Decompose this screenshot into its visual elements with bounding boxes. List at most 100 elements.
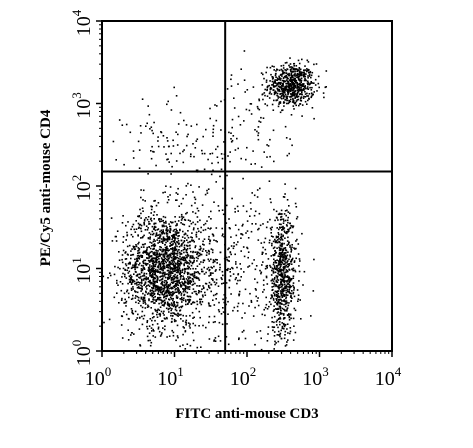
data-point	[174, 249, 177, 251]
data-point	[134, 262, 137, 265]
data-point	[269, 266, 272, 268]
data-point	[175, 313, 177, 316]
data-point	[114, 265, 116, 268]
data-point	[183, 289, 185, 292]
data-point	[170, 248, 173, 250]
data-point	[137, 281, 140, 283]
data-point	[288, 64, 290, 67]
data-point	[162, 327, 164, 329]
data-point	[159, 335, 162, 337]
data-point	[234, 224, 237, 226]
data-point	[184, 268, 187, 270]
data-point	[277, 232, 280, 234]
data-point	[192, 221, 194, 224]
data-point	[176, 280, 178, 282]
data-point	[280, 269, 283, 271]
data-point	[275, 268, 277, 270]
data-point	[197, 210, 200, 212]
data-point	[113, 273, 116, 276]
data-point	[299, 260, 301, 262]
data-point	[173, 247, 176, 250]
data-point	[162, 237, 165, 240]
data-point	[279, 111, 282, 114]
data-point	[167, 255, 170, 257]
data-point	[197, 255, 200, 257]
data-point	[285, 296, 288, 298]
data-point	[298, 89, 300, 91]
data-point	[176, 254, 179, 256]
data-point	[312, 93, 314, 96]
data-point	[152, 275, 154, 278]
data-point	[237, 115, 240, 118]
data-point	[257, 138, 260, 141]
data-point	[145, 278, 147, 281]
data-point	[301, 232, 303, 235]
data-point	[165, 247, 167, 250]
data-point	[289, 212, 291, 215]
data-point	[272, 292, 275, 294]
data-point	[165, 232, 168, 234]
data-point	[260, 166, 263, 168]
data-point	[169, 225, 171, 228]
data-point	[289, 286, 291, 288]
data-point	[141, 98, 144, 100]
data-point	[209, 117, 211, 120]
data-point	[262, 98, 264, 101]
data-point	[195, 277, 198, 280]
data-point	[173, 253, 176, 255]
data-point	[154, 229, 157, 232]
data-point	[189, 260, 192, 263]
data-point	[251, 192, 253, 194]
data-point	[175, 320, 177, 322]
data-point	[130, 228, 132, 231]
data-point	[312, 290, 315, 292]
data-point	[286, 99, 288, 102]
data-point	[234, 278, 237, 281]
data-point	[282, 90, 285, 93]
data-point	[289, 82, 292, 85]
data-point	[147, 173, 149, 175]
data-point	[130, 233, 133, 236]
data-point	[289, 96, 292, 98]
data-point	[233, 245, 235, 247]
data-point	[178, 205, 180, 207]
data-point	[276, 259, 278, 261]
data-point	[287, 314, 289, 316]
data-point	[160, 238, 163, 240]
data-point	[275, 84, 278, 87]
data-point	[299, 299, 301, 301]
data-point	[200, 231, 202, 234]
data-point	[274, 271, 277, 274]
data-point	[286, 261, 288, 263]
data-point	[102, 275, 105, 278]
data-point	[137, 222, 140, 225]
data-point	[253, 214, 256, 217]
data-point	[300, 79, 302, 82]
data-point	[124, 298, 126, 301]
data-point	[282, 256, 284, 259]
data-point	[278, 299, 280, 301]
data-point	[307, 80, 309, 83]
data-point	[154, 270, 157, 273]
data-point	[277, 255, 280, 257]
data-point	[188, 276, 191, 278]
data-point	[310, 76, 312, 79]
data-point	[164, 325, 166, 327]
data-point	[171, 308, 173, 310]
data-point	[182, 290, 185, 293]
data-point	[287, 82, 290, 85]
data-point	[279, 290, 282, 292]
data-point	[155, 164, 157, 167]
data-point	[124, 263, 127, 265]
data-point	[280, 245, 282, 247]
data-point	[133, 246, 135, 249]
data-point	[287, 216, 289, 219]
data-point	[163, 146, 165, 148]
data-point	[201, 288, 203, 290]
data-point	[306, 70, 308, 72]
data-point	[163, 303, 166, 306]
data-point	[198, 279, 201, 281]
data-point	[278, 233, 280, 236]
data-point	[211, 278, 214, 280]
data-point	[143, 220, 146, 222]
